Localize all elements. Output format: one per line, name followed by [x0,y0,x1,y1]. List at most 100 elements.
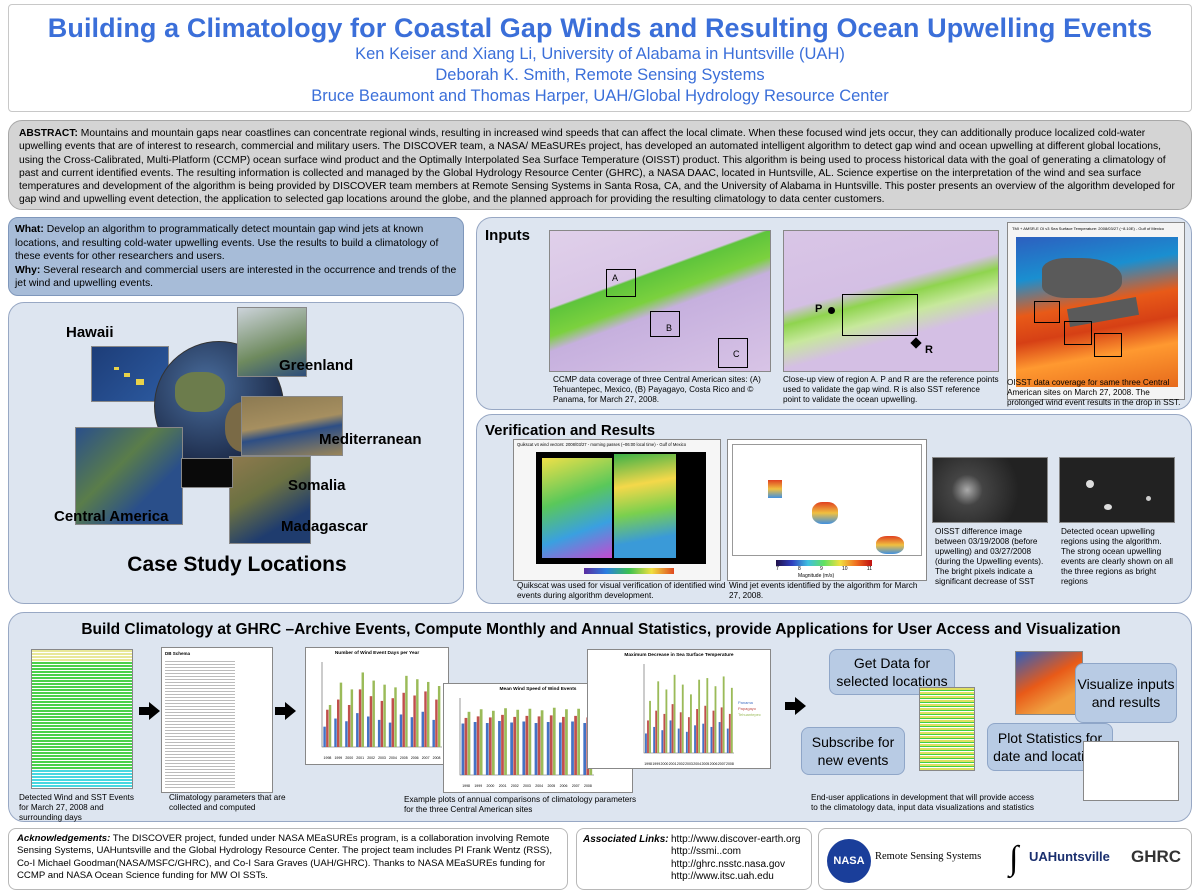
link-ghrc[interactable]: http://ghrc.nsstc.nasa.gov [671,858,785,870]
x-tick-label: 2000 [661,762,669,766]
x-tick-label: 1998 [644,762,652,766]
bar-papagayo-2006 [562,716,565,775]
bar-tehuantepec-2005 [552,707,556,775]
bar-panama-2007 [718,722,721,753]
bar-papagayo-2002 [369,696,373,747]
x-tick-label: 2000 [345,756,353,760]
schema-title: DB Schema [165,651,191,656]
bar-tehuantepec-2001 [673,674,676,753]
magnitude-tick: 10 [842,566,848,572]
plot-statistics-button[interactable]: Plot Statistics for date and locations [987,723,1113,771]
link-discover[interactable]: http://www.discover-earth.org [671,834,801,845]
bar-panama-2007 [421,711,424,747]
case-study-panel: Hawaii Greenland Mediterranean Central A… [8,302,464,604]
ccmp-caption: CCMP data coverage of three Central Amer… [553,375,761,404]
bar-panama-2006 [558,722,562,775]
oisst-difference-image [932,457,1048,523]
x-tick-label: 1998 [462,784,470,788]
magnitude-tick: 8 [798,566,801,572]
bar-panama-2005 [702,723,705,753]
bar-papagayo-2006 [712,710,715,753]
bar-panama-2001 [669,720,672,753]
bar-panama-2008 [432,719,435,747]
bar-papagayo-2007 [720,707,723,753]
bar-papagayo-2004 [391,698,394,747]
links-label: Associated Links: [583,834,669,845]
link-ssmi[interactable]: http://ssmi..com [671,846,742,858]
verification-heading: Verification and Results [485,422,656,439]
earth-info-inset [181,458,233,488]
bar-papagayo-2007 [424,691,427,747]
bar-tehuantepec-2006 [714,686,717,753]
inputs-heading: Inputs [485,227,530,244]
bar-tehuantepec-1998 [467,711,471,775]
bar-panama-2006 [410,717,414,747]
x-tick-label: 2002 [367,756,375,760]
x-tick-label: 2006 [411,756,419,760]
bar-panama-2008 [583,723,587,775]
x-tick-label: 2008 [726,762,734,766]
bar-tehuantepec-2008 [437,686,441,747]
authors-line-1: Ken Keiser and Xiang Li, University of A… [355,45,845,63]
chart-title: Number of Wind Event Days per Year [334,651,420,656]
uah-logo: UAHuntsville [1029,849,1110,864]
wind-jet-image: 7 8 9 10 11 Magnitude (m/s) [727,439,927,581]
somalia-madagascar-map [229,456,311,544]
bar-papagayo-2005 [549,715,553,775]
bar-papagayo-2000 [663,713,666,753]
closeup-caption: Close-up view of region A. P and R are t… [783,375,999,404]
x-tick-label: 2004 [389,756,397,760]
bar-panama-2001 [498,720,501,775]
bar-tehuantepec-2007 [427,681,430,747]
poster-title: Building a Climatology for Coastal Gap W… [47,13,1153,43]
bar-panama-1999 [334,718,337,747]
bar-tehuantepec-2007 [722,676,725,753]
what-why-box: What: Develop an algorithm to programmat… [8,217,464,296]
bar-tehuantepec-2003 [528,708,532,775]
authors-line-2: Deborah K. Smith, Remote Sensing Systems [435,66,765,84]
bar-papagayo-2002 [513,716,517,775]
bar-papagayo-2005 [402,692,405,747]
label-madagascar: Madagascar [281,518,368,535]
bar-papagayo-2001 [501,714,504,775]
wind-jet-caption: Wind jet events identified by the algori… [729,581,918,600]
flow-arrow-2 [275,702,296,720]
authors-line-3: Bruce Beaumont and Thomas Harper, UAH/Gl… [311,87,889,105]
chart-plot: 1998 1999 2000 2001 2002 2003 2004 2005 2006 2007… [643,664,734,766]
ccmp-wind-image: A B C [549,230,771,372]
bar-tehuantepec-2006 [565,709,568,775]
bar-tehuantepec-2000 [491,710,495,775]
greenland-map [237,307,307,377]
bar-panama-2004 [388,722,392,747]
bar-tehuantepec-2002 [516,709,520,775]
bar-papagayo-2001 [671,704,674,753]
bar-panama-2000 [345,721,348,747]
bar-tehuantepec-2000 [665,689,668,753]
visualize-button[interactable]: Visualize inputs and results [1075,663,1177,723]
build-climatology-panel: Build Climatology at GHRC –Archive Event… [8,612,1192,822]
bar-panama-2002 [510,722,513,775]
bar-tehuantepec-2001 [504,708,507,775]
bar-papagayo-2003 [687,717,690,753]
bar-panama-2002 [677,728,680,753]
case-study-title: Case Study Locations [127,553,347,576]
x-tick-label: 2001 [669,762,677,766]
link-itsc[interactable]: http://www.itsc.uah.edu [671,871,774,883]
events-caption: Detected Wind and SST Events for March 2… [19,793,134,822]
why-label: Why: [15,264,41,276]
bar-panama-2000 [485,723,489,775]
bar-papagayo-2004 [696,709,698,753]
statistics-thumbnail [1083,741,1179,801]
ghrc-logo: GHRC [1131,847,1182,866]
abstract-text: Mountains and mountain gaps near coastli… [19,128,1175,206]
x-tick-label: 2003 [378,756,386,760]
quikscat-caption: Quikscat was used for visual verificatio… [517,581,726,600]
bar-tehuantepec-2004 [540,710,544,775]
subscribe-button[interactable]: Subscribe for new events [801,727,905,775]
magnitude-label: Magnitude (m/s) [798,573,835,579]
bar-papagayo-2000 [347,704,351,747]
point-r-label: R [925,344,933,356]
magnitude-ticks: 7 8 9 10 11 [776,566,872,572]
bar-tehuantepec-2002 [372,680,375,747]
bar-papagayo-2001 [358,689,362,747]
